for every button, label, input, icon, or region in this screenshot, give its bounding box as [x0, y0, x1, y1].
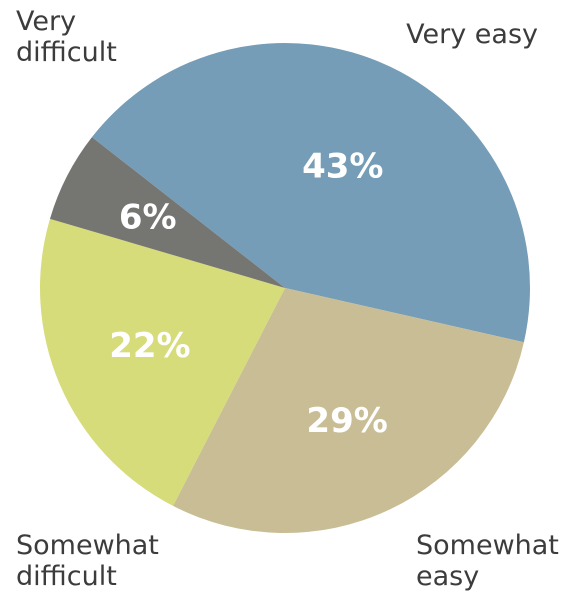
label-very-easy-line-1: Very easy — [406, 19, 538, 50]
label-somewhat-difficult-line-2: difficult — [16, 561, 117, 592]
pie-slice-somewhat-easy — [173, 288, 524, 533]
label-somewhat-easy-line-1: Somewhat — [416, 530, 559, 561]
pie-value-label-very-easy: 43% — [302, 146, 383, 186]
pie-slice-somewhat-difficult — [39, 218, 285, 506]
pie-value-label-somewhat-easy: 29% — [306, 401, 387, 441]
label-somewhat-difficult-line-1: Somewhat — [16, 530, 159, 561]
label-somewhat-easy: Somewhat easy — [416, 530, 559, 592]
label-very-difficult: Very difficult — [16, 6, 117, 68]
label-somewhat-difficult: Somewhat difficult — [16, 530, 159, 592]
label-somewhat-easy-line-2: easy — [416, 561, 480, 592]
pie-slice-very-difficult — [49, 137, 285, 288]
pie-value-label-very-difficult: 6% — [119, 197, 177, 237]
label-very-difficult-line-2: difficult — [16, 37, 117, 68]
pie-value-label-somewhat-difficult: 22% — [109, 326, 190, 366]
label-very-easy: Very easy — [406, 19, 538, 50]
label-very-difficult-line-1: Very — [16, 6, 77, 37]
pie-slice-very-easy — [91, 42, 530, 343]
